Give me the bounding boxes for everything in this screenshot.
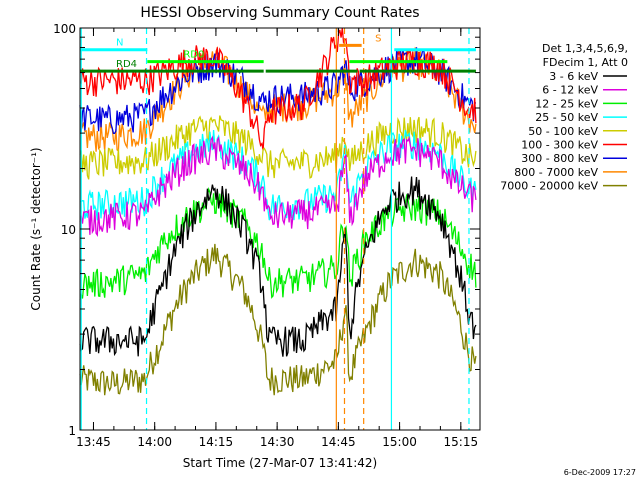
- y-tick-label: 10: [61, 223, 76, 237]
- x-tick-label: 14:45: [321, 435, 356, 449]
- y-tick-label: 100: [53, 22, 76, 36]
- flag-label-s: S: [375, 33, 381, 44]
- chart-title: HESSI Observing Summary Count Rates: [140, 5, 419, 21]
- y-tick-label: 1: [68, 424, 76, 438]
- flag-bars-layer: N RD0 RD4 S: [80, 33, 476, 73]
- legend-item-label: 12 - 25 keV: [535, 97, 598, 110]
- flag-label-n: N: [116, 38, 123, 49]
- x-tick-label: 14:30: [260, 435, 295, 449]
- legend-item-label: 800 - 7000 keV: [514, 166, 598, 179]
- y-axis-label: Count Rate (s⁻¹ detector⁻¹): [29, 147, 43, 310]
- series-line-300-800-kev: [79, 47, 477, 134]
- series-line-3-6-kev: [79, 176, 477, 357]
- series-line-50-100-kev: [79, 115, 477, 180]
- x-tick-label: 15:00: [382, 435, 417, 449]
- flag-label-rd4: RD4: [116, 59, 137, 70]
- legend: Det 1,3,4,5,6,9,FDecim 1, Att 03 - 6 keV…: [500, 42, 628, 193]
- legend-item-label: 6 - 12 keV: [542, 84, 598, 97]
- legend-item-label: 50 - 100 keV: [528, 125, 598, 138]
- legend-header-line: FDecim 1, Att 0: [543, 56, 628, 69]
- x-tick-label: 15:15: [444, 435, 479, 449]
- legend-item-label: 3 - 6 keV: [549, 70, 598, 83]
- series-line-12-25-kev: [79, 186, 477, 300]
- x-tick-label: 14:00: [137, 435, 172, 449]
- legend-item-label: 7000 - 20000 keV: [500, 180, 598, 193]
- footer-date: 6-Dec-2009 17:27: [564, 468, 636, 477]
- legend-item-label: 300 - 800 keV: [521, 152, 598, 165]
- x-tick-label: 13:45: [76, 435, 111, 449]
- axes-layer: 13:45 14:00 14:15 14:30 14:45 15:00 15:15 1 10 10…: [53, 22, 480, 449]
- legend-item-label: 25 - 50 keV: [535, 111, 598, 124]
- legend-header-line: Det 1,3,4,5,6,9,: [542, 42, 628, 55]
- x-tick-label: 14:15: [199, 435, 234, 449]
- legend-item-label: 100 - 300 keV: [521, 139, 598, 152]
- flag-label-rd0: RD0: [183, 50, 204, 61]
- x-axis-label: Start Time (27-Mar-07 13:41:42): [183, 456, 377, 470]
